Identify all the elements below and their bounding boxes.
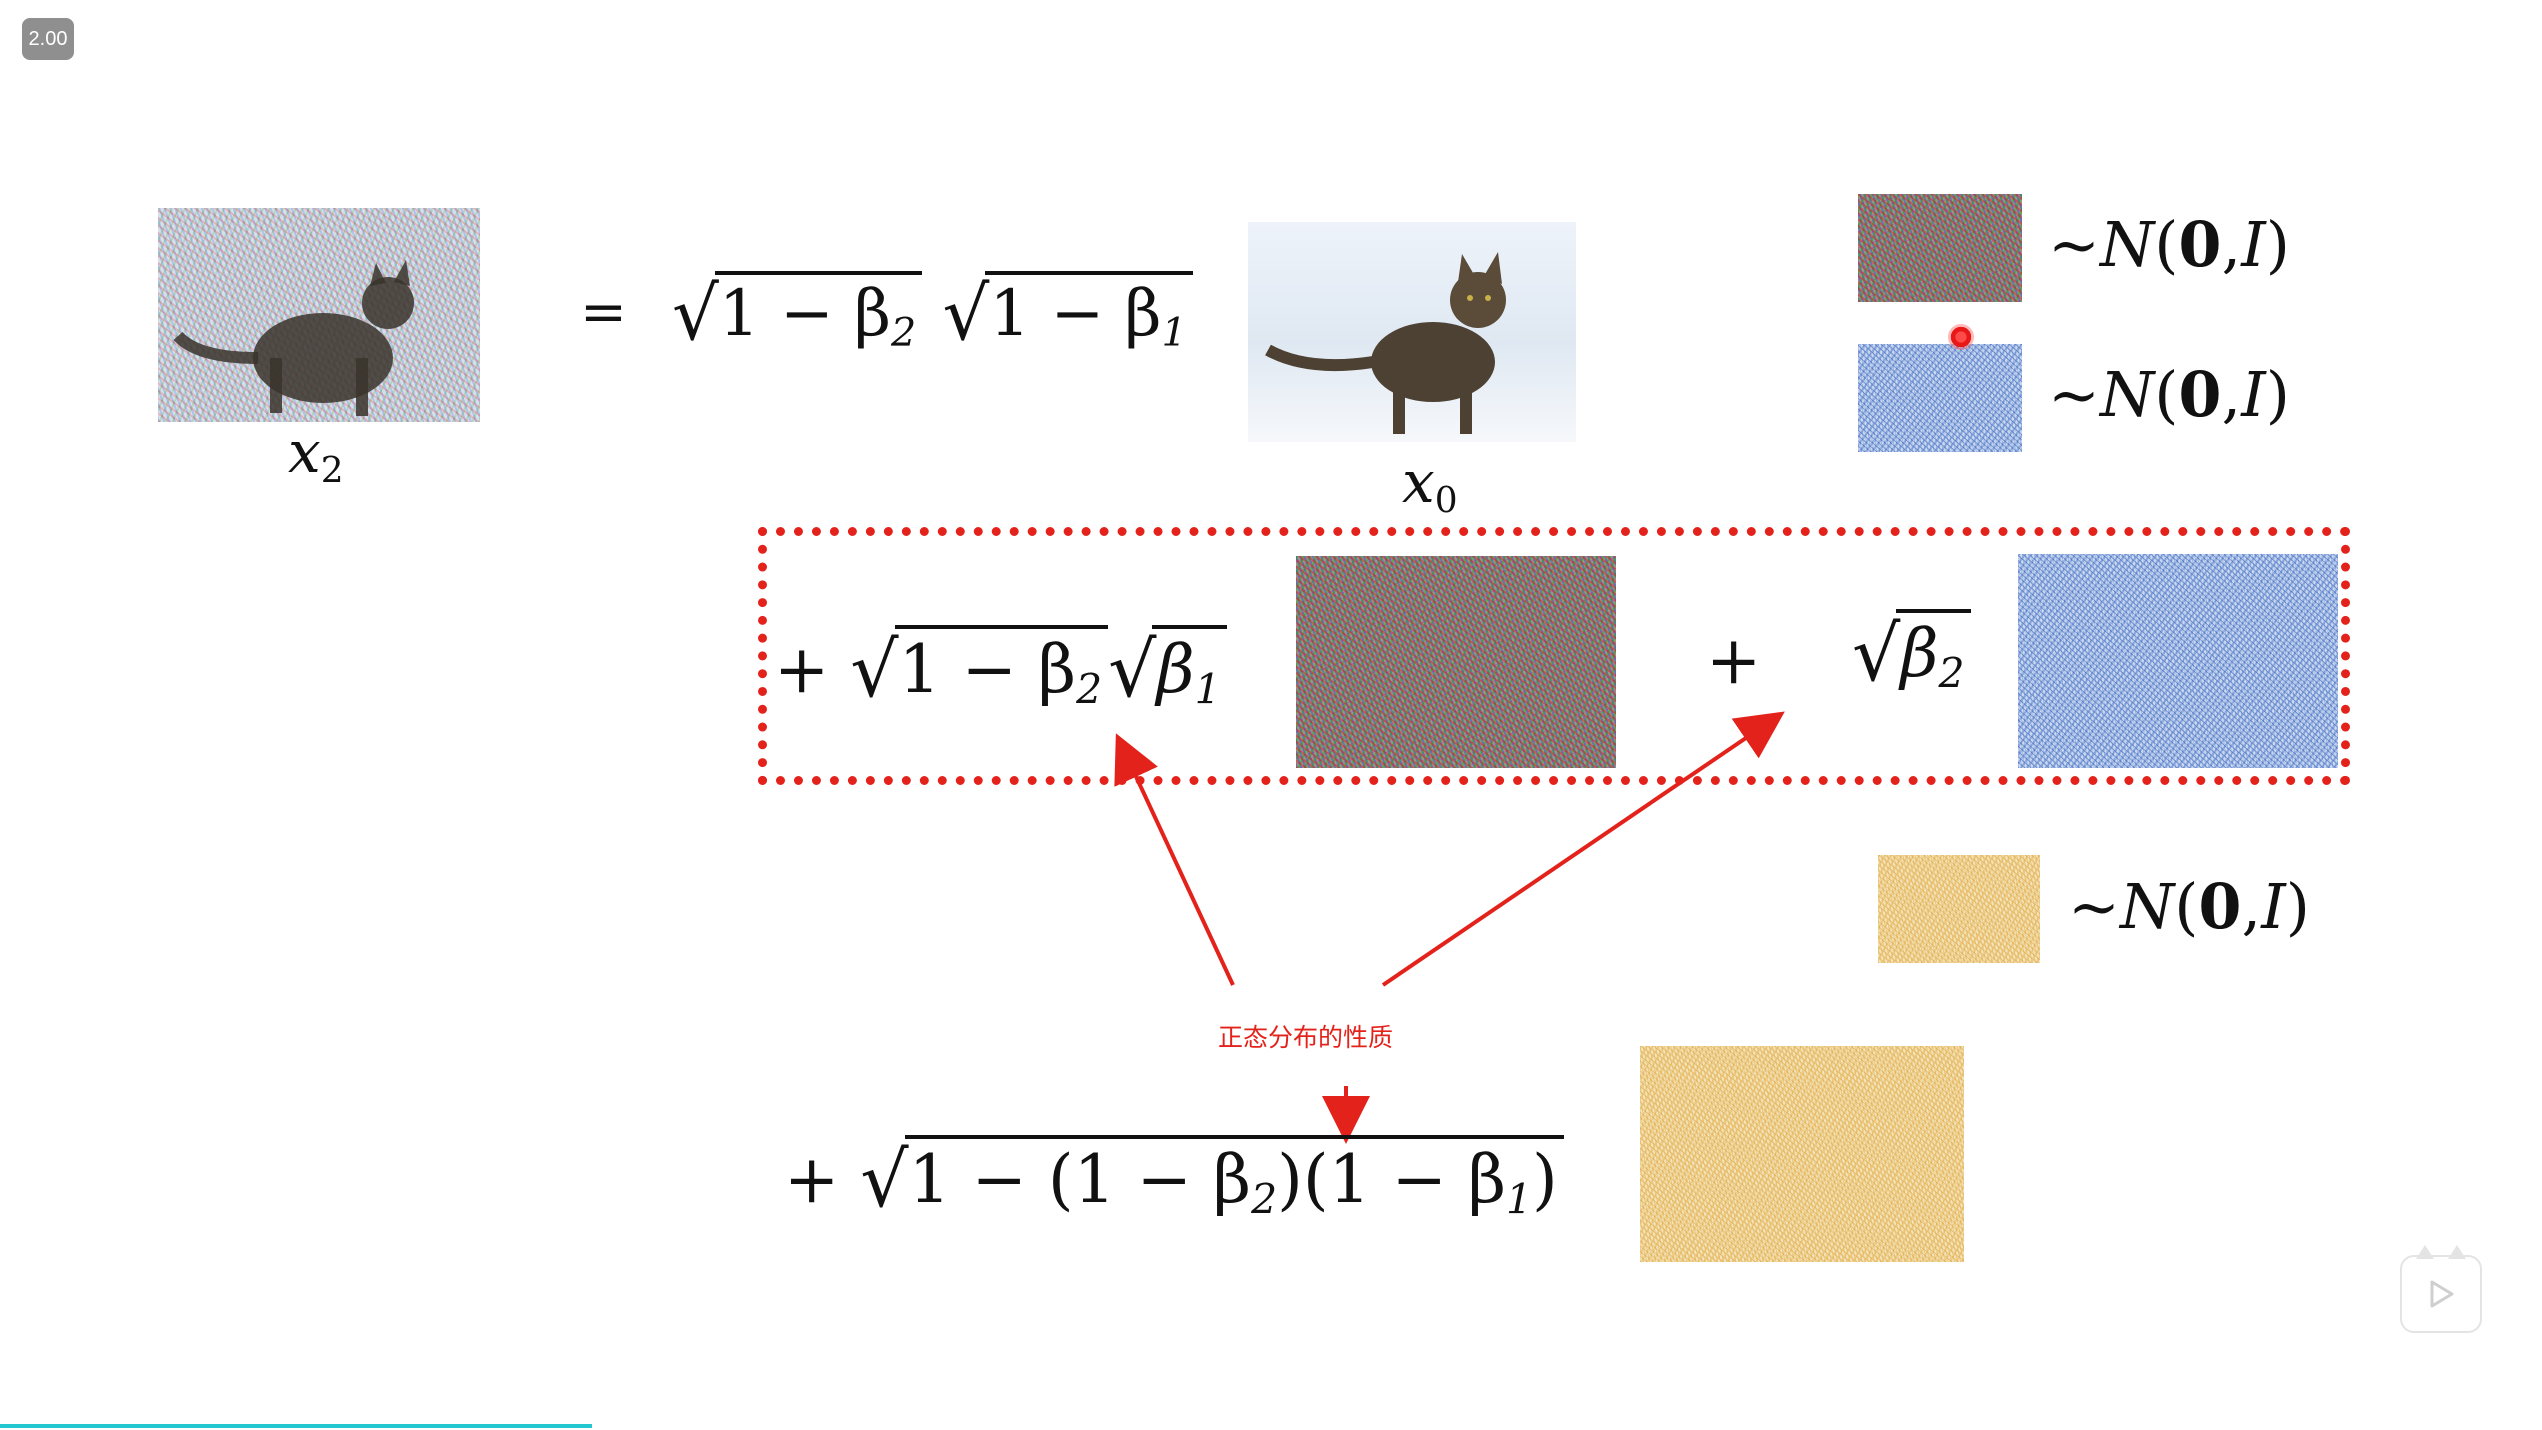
noise-swatch-colored: [1858, 194, 2022, 302]
playback-speed-badge[interactable]: 2.00: [22, 18, 74, 60]
distribution-label-2: ~N(0,I): [2048, 358, 2290, 431]
laser-pointer-icon: [1948, 324, 1974, 350]
cat-silhouette-icon: [173, 260, 414, 416]
highlight-box: [758, 527, 2350, 785]
equals-sign: =: [580, 280, 627, 345]
noise-image-blue-large: [2018, 554, 2338, 768]
clean-cat-image-x0: [1248, 222, 1576, 442]
coefficient-combined: + √1 − (1 − β2)(1 − β1): [784, 1132, 1564, 1224]
cat-photo-icon: [1265, 252, 1506, 434]
noise-swatch-gold: [1878, 855, 2040, 963]
annotation-text: 正态分布的性质: [1218, 1023, 1394, 1052]
arrow-to-term3: [1381, 711, 1785, 987]
noise-swatch-blue: [1858, 344, 2022, 452]
coefficient-term3: √β2: [1852, 606, 1971, 698]
noisy-cat-image-x2: [158, 208, 480, 422]
play-button[interactable]: [2400, 1245, 2482, 1333]
label-x2: x2: [288, 418, 344, 492]
distribution-label-3: ~N(0,I): [2068, 870, 2310, 943]
arrow-to-term2: [1114, 733, 1235, 986]
noise-image-colored-large: [1296, 556, 1616, 768]
play-icon: [2430, 1280, 2454, 1308]
plus-term3: +: [1706, 622, 1762, 699]
distribution-label-1: ~N(0,I): [2048, 208, 2290, 281]
label-x0: x0: [1402, 448, 1458, 522]
noise-image-gold-large: [1640, 1046, 1964, 1262]
video-progress-bar[interactable]: [0, 1424, 592, 1428]
play-button-ear-right: [2448, 1245, 2466, 1259]
coefficient-term2: + √1 − β2√β1: [774, 622, 1227, 714]
coefficient-sqrt-alpha-bar: √1 − β2 √1 − β1: [672, 268, 1193, 357]
play-button-ear-left: [2416, 1245, 2434, 1259]
